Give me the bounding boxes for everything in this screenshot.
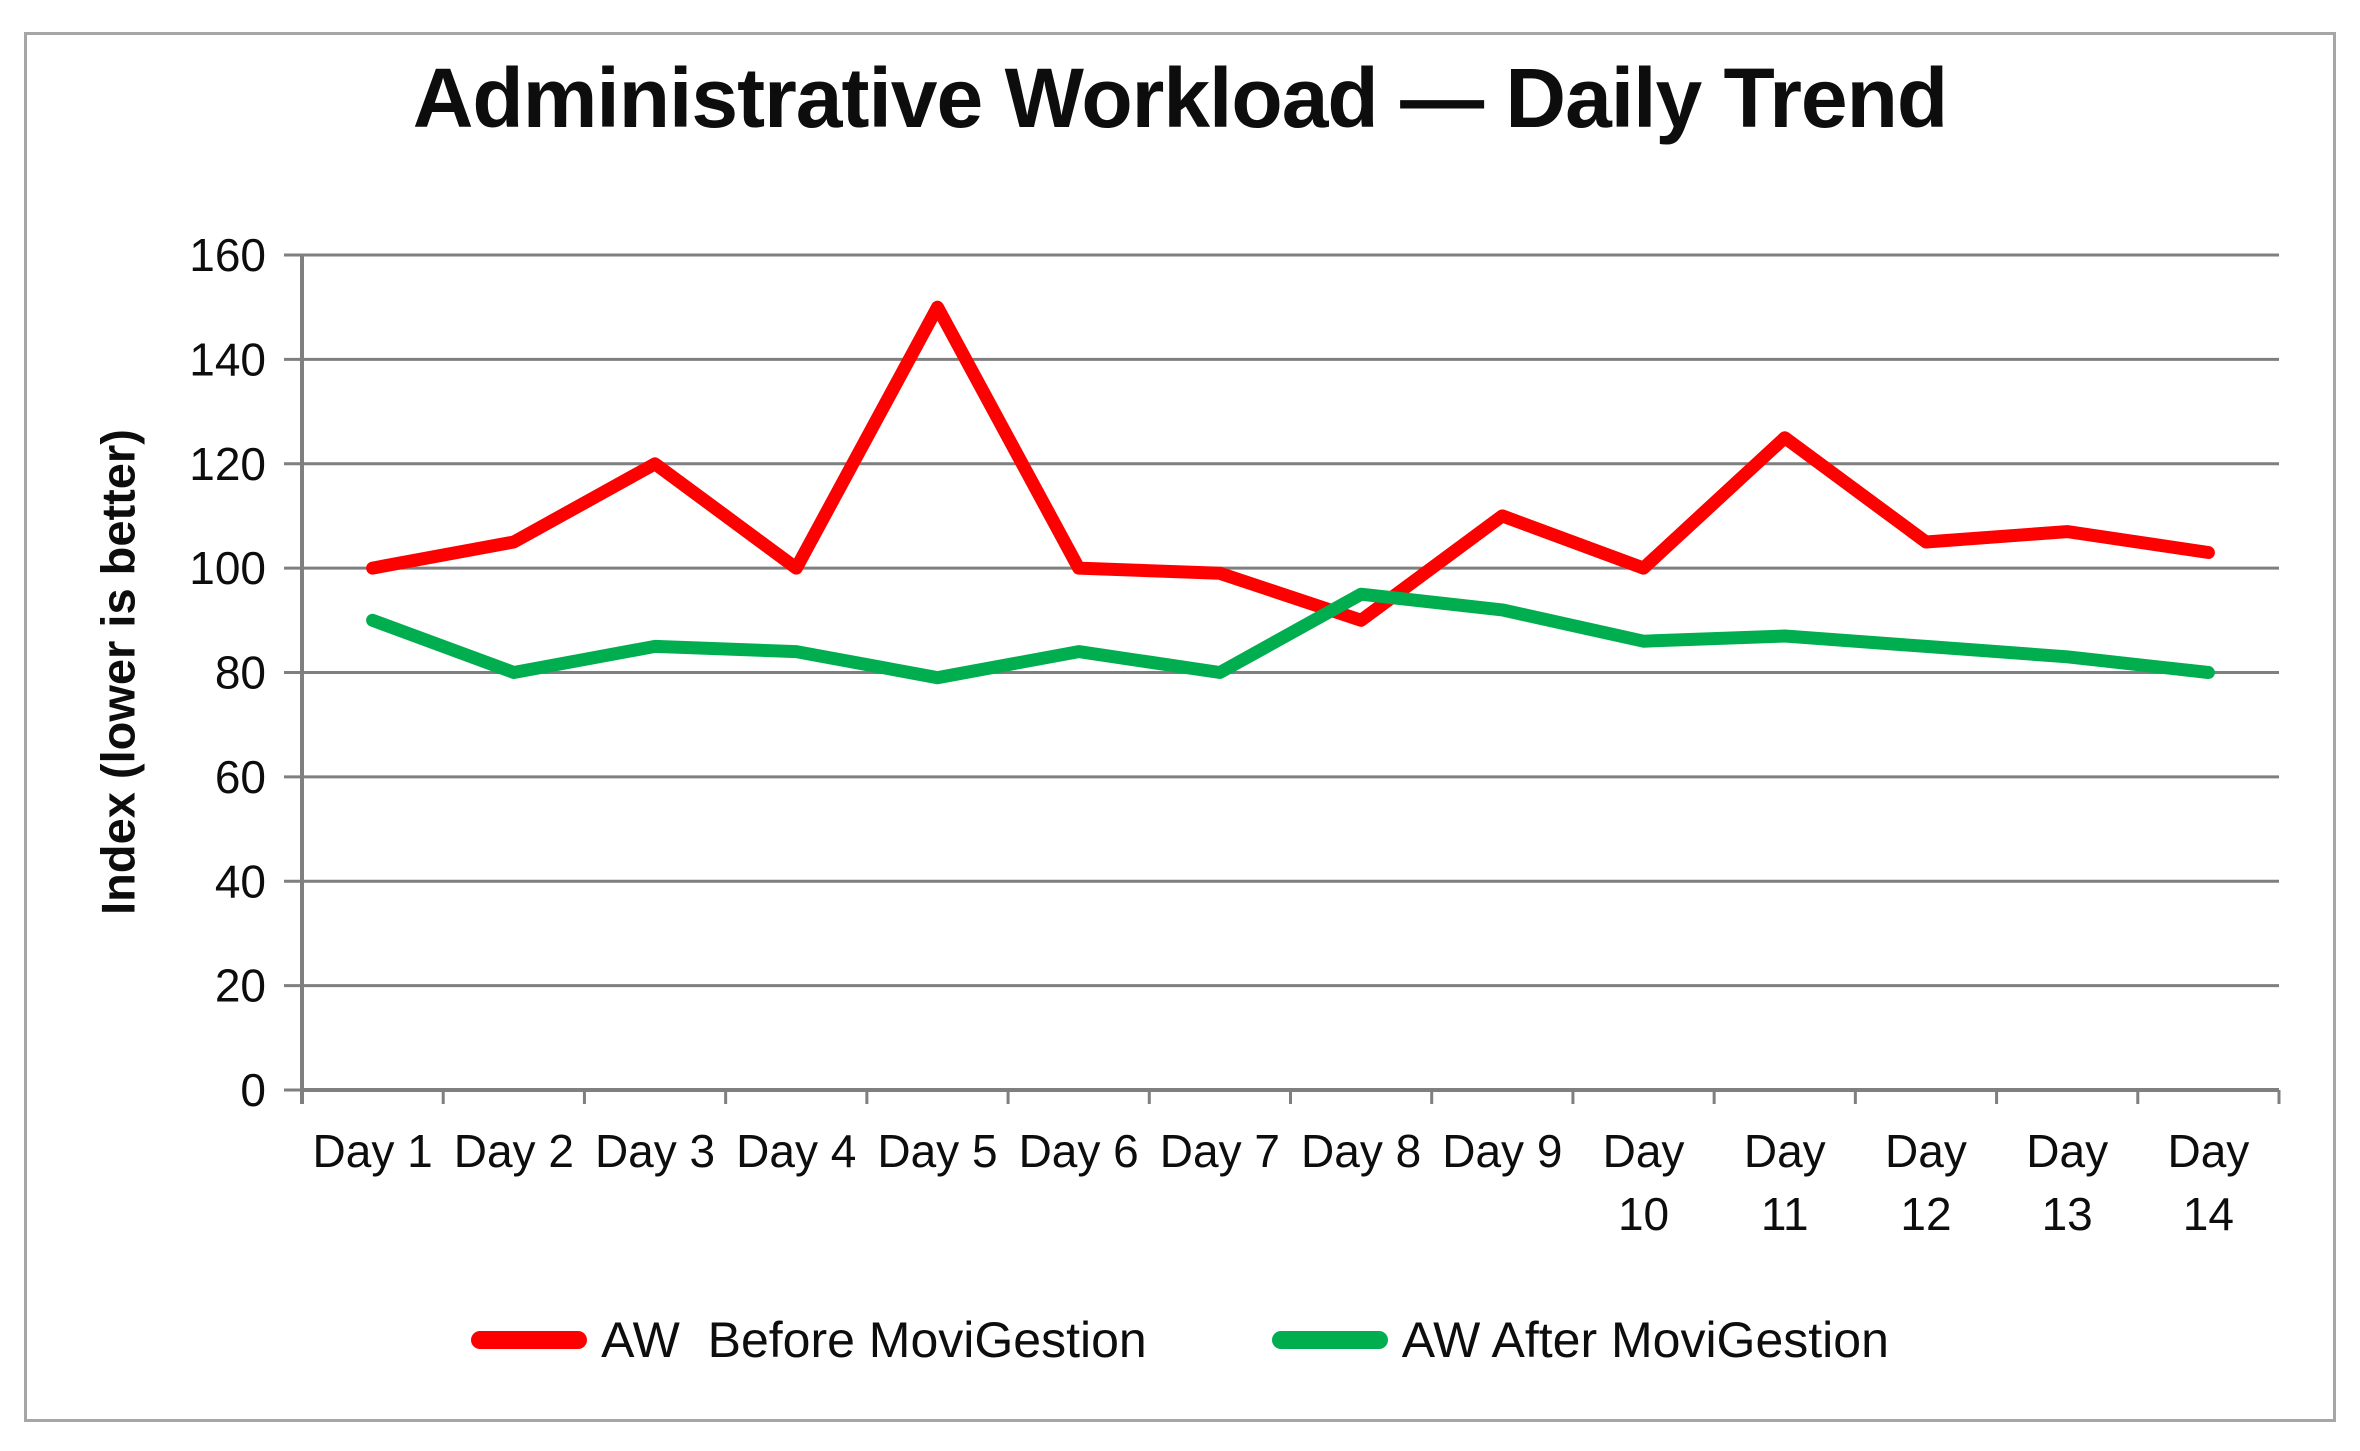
y-tick-label: 160 bbox=[189, 229, 266, 281]
x-tick-label: Day 13 bbox=[2026, 1125, 2108, 1240]
legend-item-before: AW Before MoviGestion bbox=[471, 1311, 1147, 1369]
legend-label-before: AW Before MoviGestion bbox=[601, 1312, 1147, 1368]
series-line-after bbox=[366, 587, 2215, 685]
x-tick-label: Day 7 bbox=[1160, 1125, 1280, 1177]
legend-label-after: AW After MoviGestion bbox=[1401, 1312, 1889, 1368]
x-tick-label: Day 10 bbox=[1603, 1125, 1685, 1240]
series-lines bbox=[366, 300, 2215, 685]
x-tick-label: Day 12 bbox=[1885, 1125, 1967, 1240]
y-tick-label: 100 bbox=[189, 542, 266, 594]
y-tick-label: 80 bbox=[215, 647, 266, 699]
y-tick-label: 0 bbox=[240, 1064, 266, 1116]
x-tick-label: Day 6 bbox=[1019, 1125, 1139, 1177]
y-tick-label: 40 bbox=[215, 855, 266, 907]
x-tick-label: Day 3 bbox=[595, 1125, 715, 1177]
x-tick-label: Day 5 bbox=[877, 1125, 997, 1177]
x-tick-label: Day 1 bbox=[313, 1125, 433, 1177]
legend-swatch-after bbox=[1271, 1331, 1388, 1349]
y-axis-tick-labels: 0 20 40 60 80 100 120 140 160 bbox=[189, 229, 266, 1116]
x-tick-label: Day 11 bbox=[1744, 1125, 1826, 1240]
x-tick-label: Day 4 bbox=[736, 1125, 856, 1177]
axes bbox=[284, 253, 2281, 1104]
y-tick-label: 120 bbox=[189, 438, 266, 490]
legend-item-after: AW After MoviGestion bbox=[1271, 1311, 1889, 1369]
x-tick-label: Day 8 bbox=[1301, 1125, 1421, 1177]
gridlines bbox=[302, 253, 2279, 988]
y-tick-label: 140 bbox=[189, 333, 266, 385]
x-tick-label: Day 9 bbox=[1442, 1125, 1562, 1177]
legend-swatch-before bbox=[471, 1331, 588, 1349]
figure-frame bbox=[24, 32, 2336, 1422]
x-axis-tick-labels: Day 1 Day 2 Day 3 Day 4 Day 5 Day 6 Day 7 Day 8… bbox=[313, 1125, 2250, 1240]
legend: AW Before MoviGestion AW After MoviGesti… bbox=[0, 1300, 2360, 1380]
series-line-before bbox=[366, 300, 2215, 627]
x-tick-label: Day 2 bbox=[454, 1125, 574, 1177]
y-tick-label: 60 bbox=[215, 751, 266, 803]
chart-title: Administrative Workload — Daily Trend bbox=[412, 51, 1948, 145]
y-tick-label: 20 bbox=[215, 960, 266, 1012]
x-tick-label: Day 14 bbox=[2167, 1125, 2249, 1240]
